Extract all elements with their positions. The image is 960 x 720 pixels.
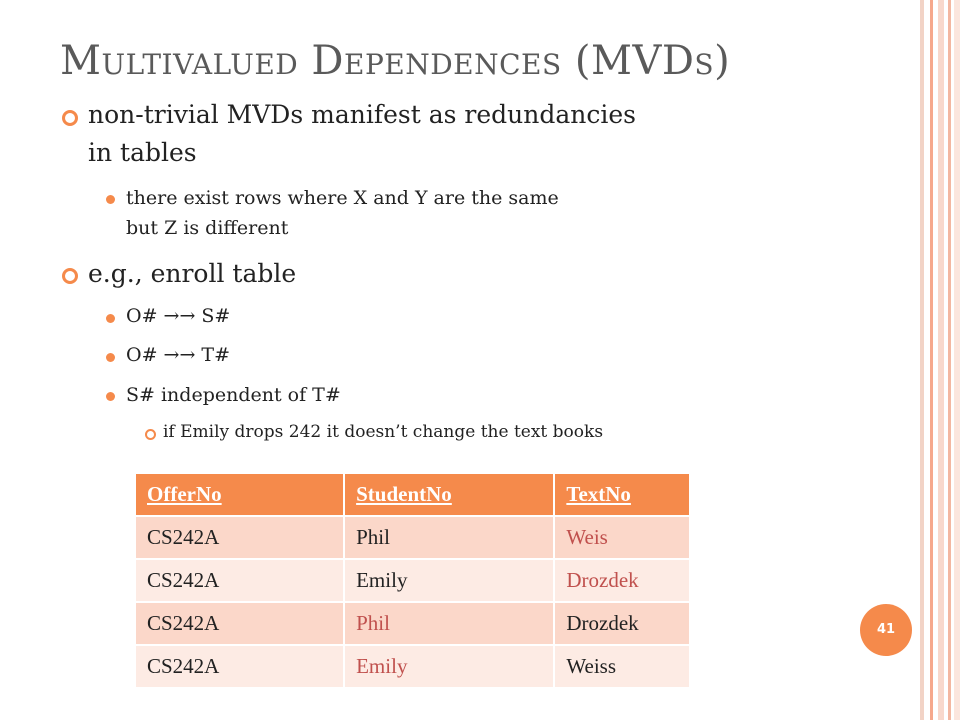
header-studentno: StudentNo [343, 472, 556, 517]
header-offerno: OfferNo [133, 472, 346, 517]
sub-bullet-text: O# →→ T# [126, 344, 231, 366]
table-cell-highlighted: Phil [343, 601, 556, 646]
bullet-text: non-trivial MVDs manifest as redundancie… [88, 100, 636, 129]
table-cell-highlighted: Weis [553, 515, 691, 560]
table-cell: Emily [343, 558, 556, 603]
border-stripe [930, 0, 933, 720]
header-textno: TextNo [553, 472, 691, 517]
table-row: CS242A Phil Drozdek [133, 601, 691, 646]
ring-bullet-icon [62, 268, 80, 286]
border-stripe [948, 0, 951, 720]
sub-bullet-text: but Z is different [126, 217, 289, 239]
table-cell: CS242A [133, 601, 346, 646]
page-number-badge: 41 [860, 604, 912, 656]
dot-bullet-icon [106, 353, 115, 362]
sub-bullet-text: there exist rows where X and Y are the s… [126, 187, 559, 209]
dot-bullet-icon [106, 195, 115, 204]
border-stripe [920, 0, 924, 720]
sub-sub-bullet-text: if Emily drops 242 it doesn’t change the… [163, 422, 604, 442]
small-ring-bullet-icon [145, 429, 156, 440]
table-cell: Phil [343, 515, 556, 560]
enroll-table: OfferNo StudentNo TextNo CS242A Phil Wei… [133, 472, 691, 689]
table-row: CS242A Phil Weis [133, 515, 691, 560]
table-cell: CS242A [133, 515, 346, 560]
sub-bullet-text: O# →→ S# [126, 305, 231, 327]
table-row: CS242A Emily Drozdek [133, 558, 691, 603]
bullet-text: in tables [88, 138, 197, 167]
table-cell: Drozdek [553, 601, 691, 646]
border-stripe [954, 0, 960, 720]
table-row: CS242A Emily Weiss [133, 644, 691, 689]
table-cell: CS242A [133, 644, 346, 689]
table-cell: CS242A [133, 558, 346, 603]
sub-bullet-text: S# independent of T# [126, 384, 341, 406]
table-cell-highlighted: Emily [343, 644, 556, 689]
bullet-text: e.g., enroll table [88, 259, 297, 288]
dot-bullet-icon [106, 314, 115, 323]
table-cell-highlighted: Drozdek [553, 558, 691, 603]
ring-bullet-icon [62, 110, 80, 128]
border-stripe [938, 0, 944, 720]
table-cell: Weiss [553, 644, 691, 689]
dot-bullet-icon [106, 392, 115, 401]
slide-title: MULTIVALUED DEPENDENCES (MVDS) [60, 38, 731, 84]
table-header-row: OfferNo StudentNo TextNo [133, 472, 691, 517]
